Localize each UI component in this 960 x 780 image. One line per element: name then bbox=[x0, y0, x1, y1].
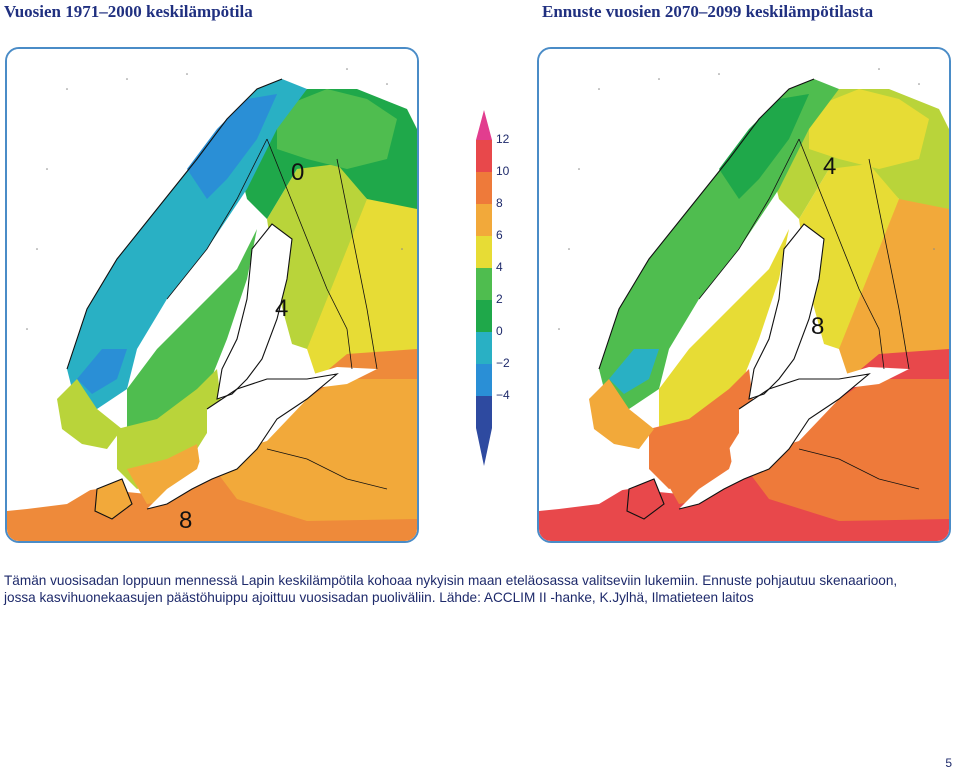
isotherm-label-0: 0 bbox=[291, 159, 305, 186]
graticule bbox=[26, 68, 403, 330]
legend-tick-label: 6 bbox=[496, 228, 503, 242]
caption-line-1: Tämän vuosisadan loppuun mennessä Lapin … bbox=[4, 573, 898, 588]
isotherm-label-8: 8 bbox=[811, 313, 825, 340]
legend-swatch bbox=[476, 204, 492, 236]
legend-tick-label: 8 bbox=[496, 196, 503, 210]
legend-swatch bbox=[476, 268, 492, 300]
legend-swatch bbox=[476, 396, 492, 428]
legend-swatch bbox=[476, 332, 492, 364]
isotherm-label-4: 4 bbox=[823, 153, 837, 180]
left-map-title: Vuosien 1971–2000 keskilämpötila bbox=[4, 2, 253, 21]
legend-swatch bbox=[476, 140, 492, 172]
legend-tick-label: 0 bbox=[496, 324, 503, 338]
legend-swatch bbox=[476, 172, 492, 204]
legend-colorbar bbox=[476, 110, 492, 466]
legend-arrow-bottom bbox=[476, 428, 492, 466]
map-2070-2099: 4 8 bbox=[537, 47, 951, 543]
coastlines bbox=[66, 78, 388, 520]
legend-tick-label: 2 bbox=[496, 292, 503, 306]
temperature-legend: 12 10 8 6 4 2 0 −2 −4 bbox=[476, 110, 526, 470]
isotherm-label-8: 8 bbox=[179, 507, 193, 534]
legend-tick-label: 10 bbox=[496, 164, 510, 178]
map-1971-2000-svg bbox=[7, 49, 417, 541]
legend-tick-label: 4 bbox=[496, 260, 503, 274]
legend-tick-label: −4 bbox=[496, 388, 510, 402]
map-2070-2099-svg bbox=[539, 49, 949, 541]
page-number: 5 bbox=[945, 756, 952, 770]
legend-swatch bbox=[476, 364, 492, 396]
legend-swatch bbox=[476, 236, 492, 268]
baltic-sea bbox=[7, 224, 377, 511]
coastlines bbox=[598, 78, 920, 520]
legend-tick-label: −2 bbox=[496, 356, 510, 370]
graticule bbox=[558, 68, 935, 330]
right-map-title: Ennuste vuosien 2070–2099 keskilämpötila… bbox=[542, 2, 874, 21]
baltic-sea bbox=[539, 224, 909, 511]
legend-arrow-top bbox=[476, 110, 492, 140]
isotherm-label-4: 4 bbox=[275, 295, 289, 322]
map-1971-2000: 0 4 8 bbox=[5, 47, 419, 543]
caption-line-2: jossa kasvihuonekaasujen päästöhuippu aj… bbox=[4, 590, 754, 605]
legend-swatch bbox=[476, 300, 492, 332]
legend-tick-label: 12 bbox=[496, 132, 510, 146]
figure-caption: Tämän vuosisadan loppuun mennessä Lapin … bbox=[4, 572, 956, 606]
